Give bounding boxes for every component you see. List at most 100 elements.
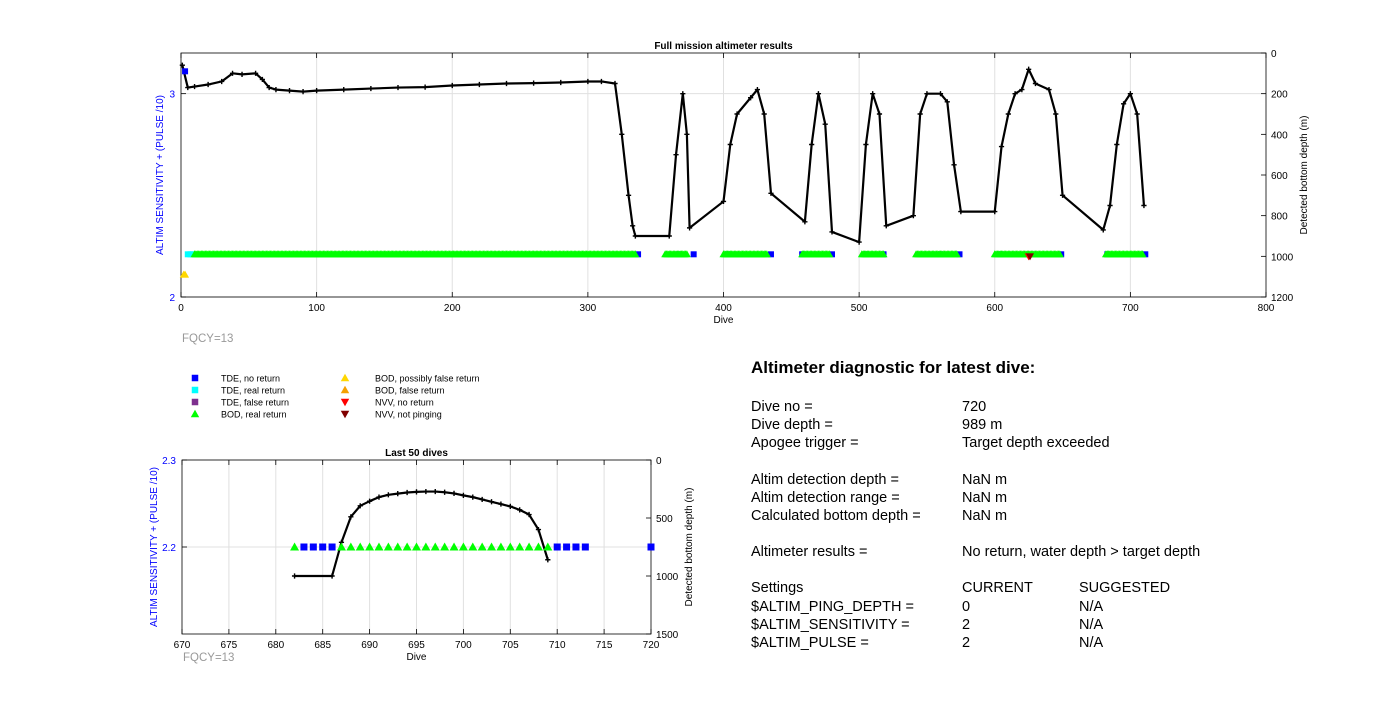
full-depth-point [632, 233, 638, 239]
full-bod-real-marker [682, 250, 691, 258]
last50-tde-no-return-marker [319, 543, 327, 551]
legend-marker [340, 373, 350, 382]
full-depth-point [449, 82, 455, 89]
diag-row-apogee: Apogee trigger = Target depth exceeded [751, 435, 1110, 452]
full-x-tick-label: 700 [1122, 303, 1139, 314]
last50-depth-point [488, 499, 495, 505]
last50-bod-real-return-marker [515, 542, 525, 551]
last50-bod-real-return-marker [496, 542, 506, 551]
full-depth-point [1032, 80, 1039, 87]
full-depth-point [910, 213, 916, 219]
full-depth-point [680, 91, 686, 97]
last50-bod-real-return-marker [440, 542, 450, 551]
last50-tde-no-return-marker [309, 543, 317, 551]
full-bod-real-marker [762, 250, 771, 258]
last50-depth-point [376, 494, 382, 500]
last50-y-left-label: ALTIM SENSITIVITY + (PULSE /10) [149, 467, 160, 627]
full-depth-point [1012, 91, 1018, 97]
last50-y-left-tick-label: 2.3 [162, 456, 176, 467]
last50-bod-real-return-marker [430, 542, 440, 551]
full-x-tick-label: 400 [715, 303, 732, 314]
last50-bod-real-return-marker [355, 542, 365, 551]
full-depth-point [266, 84, 272, 91]
last50-x-tick-label: 680 [267, 640, 284, 651]
last50-depth-point [545, 557, 551, 563]
last50-x-tick-label: 685 [314, 640, 331, 651]
full-depth-point [802, 219, 808, 225]
full-depth-point [748, 95, 754, 101]
last50-x-tick-label: 705 [502, 640, 519, 651]
last50-x-tick-label: 715 [596, 640, 613, 651]
full-x-tick-label: 300 [580, 303, 597, 314]
last50-depth-point [367, 498, 373, 504]
last50-x-tick-label: 670 [174, 640, 191, 651]
last50-depth-point [526, 511, 532, 518]
last50-depth-point [498, 501, 504, 507]
diag-row-results: Altimeter results = No return, water dept… [751, 544, 1201, 561]
full-x-label: Dive [713, 315, 733, 326]
full-depth-point [1107, 202, 1113, 209]
full-depth-point [503, 80, 510, 87]
full-tde-no-return-marker [635, 251, 642, 258]
last50-x-tick-label: 695 [408, 640, 425, 651]
last50-tde-no-return-marker [581, 543, 589, 551]
full-depth-point [761, 111, 767, 117]
full-depth-point [395, 84, 401, 91]
full-x-tick-label: 0 [178, 303, 184, 314]
full-depth-point [300, 89, 306, 95]
full-depth-point [870, 91, 876, 97]
last50-tde-no-return-marker [563, 543, 571, 551]
full-x-tick-label: 100 [308, 303, 325, 314]
full-depth-point [191, 83, 198, 90]
full-y-left-label: ALTIM SENSITIVITY + (PULSE /10) [155, 95, 166, 255]
full-depth-point [876, 111, 883, 117]
full-depth-point [1127, 91, 1133, 97]
last50-tde-no-return-marker [300, 543, 308, 551]
last50-bod-real-return-marker [524, 542, 534, 551]
last50-x-tick-label: 690 [361, 640, 378, 651]
diag-row-bottom-depth: Calculated bottom depth = NaN m [751, 507, 1008, 524]
last50-depth-point [479, 496, 485, 503]
full-depth-point [863, 141, 869, 148]
full-depth-point [259, 76, 265, 83]
legend-label: BOD, false return [375, 386, 445, 396]
last50-bod-real-return-marker [468, 542, 478, 551]
last50-bod-real-return-marker [449, 542, 459, 551]
last50-bod-real-return-marker [290, 542, 300, 551]
last50-y-right-tick-label: 1500 [656, 630, 679, 641]
full-y-right-tick-label: 600 [1271, 171, 1288, 182]
full-y-right-tick-label: 0 [1271, 49, 1277, 60]
full-depth-point [958, 209, 964, 215]
full-x-tick-label: 800 [1258, 303, 1275, 314]
full-depth-point [531, 80, 537, 86]
last50-title: Last 50 dives [385, 448, 448, 459]
legend-marker [190, 409, 200, 418]
last50-bod-real-return-marker [412, 542, 421, 551]
full-bod-real-marker [879, 250, 888, 258]
full-depth-point [476, 81, 482, 88]
full-nvv-not-pinging-marker [1026, 253, 1035, 261]
full-bod-real-marker [1055, 250, 1064, 258]
full-x-tick-label: 500 [851, 303, 868, 314]
legend-label: NVV, no return [375, 398, 434, 408]
last50-tde-no-return-marker [328, 543, 336, 551]
full-depth-point [992, 209, 998, 215]
last50-depth-point [357, 503, 363, 509]
legend-marker [340, 385, 350, 394]
full-bod-real-marker [952, 250, 961, 258]
last50-bod-real-return-marker [505, 542, 515, 551]
full-depth-point [219, 78, 225, 85]
last50-bod-real-return-marker [421, 542, 431, 551]
full-depth-point [368, 85, 374, 92]
diagnostic-title: Altimeter diagnostic for latest dive: [751, 358, 1036, 377]
full-y-right-label: Detected bottom depth (m) [1299, 116, 1310, 235]
full-y-right-tick-label: 1000 [1271, 252, 1294, 263]
full-y-right-tick-label: 1200 [1271, 293, 1294, 304]
full-depth-point [720, 198, 727, 205]
full-bod-possibly-false-return-marker [181, 270, 190, 278]
full-depth-point [1046, 87, 1052, 93]
full-depth-point [585, 78, 591, 85]
full-depth-point [673, 152, 679, 158]
full-bod-real-marker [825, 250, 834, 258]
full-depth-point [883, 223, 889, 229]
